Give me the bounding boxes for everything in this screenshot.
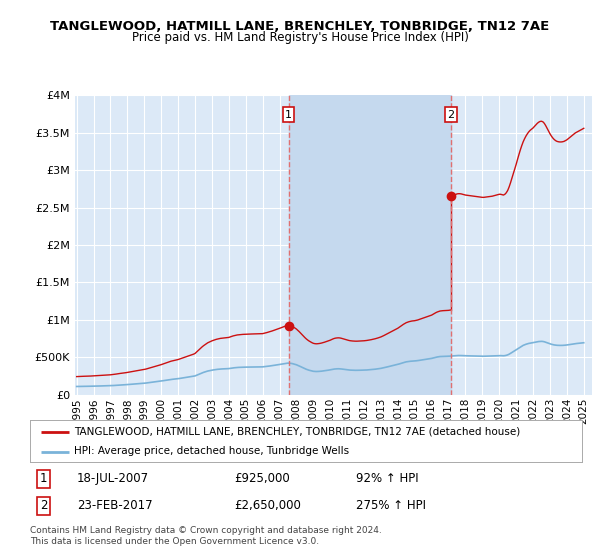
Text: 18-JUL-2007: 18-JUL-2007 xyxy=(77,473,149,486)
Text: 1: 1 xyxy=(40,473,47,486)
Text: HPI: Average price, detached house, Tunbridge Wells: HPI: Average price, detached house, Tunb… xyxy=(74,446,349,456)
Text: TANGLEWOOD, HATMILL LANE, BRENCHLEY, TONBRIDGE, TN12 7AE: TANGLEWOOD, HATMILL LANE, BRENCHLEY, TON… xyxy=(50,20,550,32)
Text: Contains HM Land Registry data © Crown copyright and database right 2024.
This d: Contains HM Land Registry data © Crown c… xyxy=(30,526,382,546)
Text: £2,650,000: £2,650,000 xyxy=(234,500,301,512)
Text: 92% ↑ HPI: 92% ↑ HPI xyxy=(356,473,418,486)
Text: 2: 2 xyxy=(448,110,455,120)
Text: 275% ↑ HPI: 275% ↑ HPI xyxy=(356,500,425,512)
Text: 1: 1 xyxy=(285,110,292,120)
Text: 2: 2 xyxy=(40,500,47,512)
Bar xyxy=(289,95,451,395)
Text: 23-FEB-2017: 23-FEB-2017 xyxy=(77,500,152,512)
Text: £925,000: £925,000 xyxy=(234,473,290,486)
Text: TANGLEWOOD, HATMILL LANE, BRENCHLEY, TONBRIDGE, TN12 7AE (detached house): TANGLEWOOD, HATMILL LANE, BRENCHLEY, TON… xyxy=(74,427,520,437)
Text: Price paid vs. HM Land Registry's House Price Index (HPI): Price paid vs. HM Land Registry's House … xyxy=(131,31,469,44)
